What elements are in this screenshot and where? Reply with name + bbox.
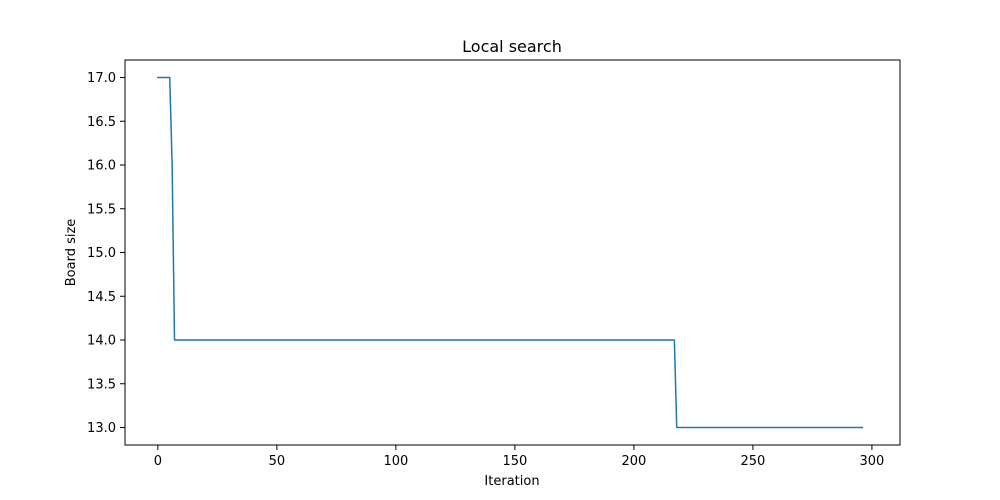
- y-axis: 13.0 13.5 14.0 14.5 15.0 15.5 16.0 16.5 17.0: [87, 71, 125, 436]
- x-tick-label: 50: [269, 454, 286, 469]
- y-tick-label: 17.0: [87, 71, 116, 86]
- y-tick-label: 14.5: [87, 290, 116, 305]
- x-tick-label: 150: [502, 454, 527, 469]
- y-tick-label: 13.5: [87, 377, 116, 392]
- x-tick-label: 100: [383, 454, 408, 469]
- y-tick-label: 16.5: [87, 115, 116, 130]
- y-axis-label: Board size: [64, 219, 79, 287]
- chart-title: Local search: [462, 37, 562, 56]
- y-tick-label: 13.0: [87, 421, 116, 436]
- y-tick-label: 15.0: [87, 246, 116, 261]
- y-tick-label: 16.0: [87, 159, 116, 174]
- plot-area: [157, 76, 864, 429]
- x-axis-label: Iteration: [484, 474, 539, 489]
- x-tick-label: 200: [621, 454, 646, 469]
- y-tick-label: 14.0: [87, 334, 116, 349]
- x-tick-label: 0: [154, 454, 162, 469]
- plot-frame: [124, 59, 901, 446]
- series-line: [157, 76, 864, 429]
- x-tick-label: 250: [740, 454, 765, 469]
- y-tick-label: 15.5: [87, 202, 116, 217]
- x-tick-label: 300: [859, 454, 884, 469]
- x-axis: 0 50 100 150 200 250 300: [154, 445, 884, 469]
